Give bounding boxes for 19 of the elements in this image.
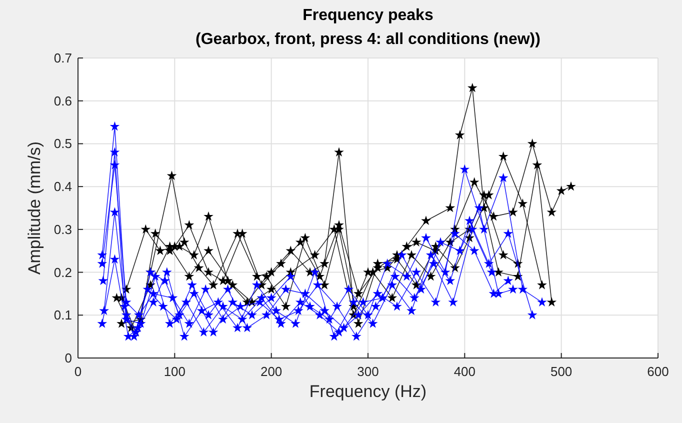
y-tick-label: 0.4: [54, 179, 72, 194]
y-axis-title: Amplitude (mm/s): [25, 141, 44, 275]
y-tick-label: 0.1: [54, 308, 72, 323]
y-tick-label: 0.2: [54, 264, 72, 280]
y-tick-label: 0.7: [54, 50, 72, 66]
x-tick-label: 400: [454, 364, 476, 379]
x-tick-label: 0: [74, 364, 82, 379]
x-tick-label: 200: [260, 364, 282, 379]
y-tick-label: 0: [64, 350, 72, 366]
x-tick-label: 300: [357, 364, 379, 379]
chart-title: Frequency peaks: [302, 7, 434, 24]
y-tick-label: 0.3: [54, 222, 72, 237]
x-tick-label: 100: [164, 364, 186, 379]
x-axis-title: Frequency (Hz): [309, 382, 427, 401]
y-tick-label: 0.6: [54, 93, 72, 108]
x-tick-label: 600: [647, 364, 669, 379]
x-tick-label: 500: [550, 364, 572, 379]
y-tick-label: 0.5: [54, 136, 72, 152]
chart-subtitle: (Gearbox, front, press 4: all conditions (new)): [196, 31, 540, 48]
